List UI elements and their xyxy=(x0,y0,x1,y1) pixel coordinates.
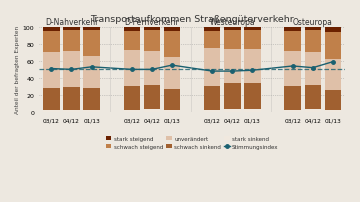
Bar xyxy=(284,86,301,110)
Bar xyxy=(244,31,261,49)
Bar xyxy=(325,60,341,90)
Bar xyxy=(224,84,240,109)
Bar xyxy=(144,85,160,109)
Bar xyxy=(43,32,59,53)
Bar xyxy=(284,32,301,52)
Bar xyxy=(63,88,80,110)
Bar xyxy=(43,53,59,89)
Bar xyxy=(305,53,321,85)
Bar xyxy=(144,31,160,51)
Bar xyxy=(305,31,321,53)
Bar xyxy=(164,90,180,111)
Bar xyxy=(83,89,100,111)
Bar xyxy=(325,33,341,60)
Bar xyxy=(164,27,180,32)
Bar xyxy=(164,111,180,113)
Bar xyxy=(244,49,261,84)
Bar xyxy=(305,27,321,31)
Text: Westeuropa: Westeuropa xyxy=(210,18,255,27)
Bar xyxy=(164,32,180,57)
Bar xyxy=(63,27,80,31)
Bar xyxy=(63,110,80,113)
Legend: stark steigend, schwach steigend, unverändert, schwach sinkend, stark sinkend, S: stark steigend, schwach steigend, unverä… xyxy=(104,134,281,152)
Bar xyxy=(123,110,140,113)
Text: D-Fernverkehr: D-Fernverkehr xyxy=(125,18,179,27)
Bar xyxy=(284,27,301,32)
Bar xyxy=(284,110,301,113)
Bar xyxy=(123,50,140,86)
Bar xyxy=(83,27,100,31)
Bar xyxy=(325,111,341,113)
Bar xyxy=(43,110,59,113)
Bar xyxy=(204,110,220,113)
Bar xyxy=(204,32,220,49)
Bar xyxy=(144,51,160,85)
Bar xyxy=(204,49,220,86)
Bar xyxy=(224,31,240,49)
Bar xyxy=(244,109,261,113)
Bar xyxy=(164,57,180,90)
Bar xyxy=(224,49,240,84)
Bar xyxy=(204,27,220,32)
Bar xyxy=(204,86,220,110)
Bar xyxy=(123,32,140,50)
Bar xyxy=(83,56,100,89)
Bar xyxy=(43,27,59,32)
Bar xyxy=(123,86,140,110)
Bar xyxy=(63,31,80,52)
Bar xyxy=(305,109,321,113)
Bar xyxy=(144,27,160,31)
Bar xyxy=(43,89,59,110)
Text: D-Nahverkehr: D-Nahverkehr xyxy=(45,18,98,27)
Bar xyxy=(244,84,261,109)
Bar xyxy=(325,90,341,111)
Bar xyxy=(144,109,160,113)
Bar xyxy=(244,27,261,31)
Bar xyxy=(123,27,140,32)
Bar xyxy=(224,27,240,31)
Bar xyxy=(224,109,240,113)
Bar xyxy=(325,27,341,33)
Text: Osteuropa: Osteuropa xyxy=(293,18,333,27)
Title: Transportaufkommen Straßengüterverkehr: Transportaufkommen Straßengüterverkehr xyxy=(90,15,294,24)
Bar xyxy=(83,111,100,113)
Bar xyxy=(284,52,301,86)
Bar xyxy=(63,52,80,88)
Y-axis label: Anteil der befragten Experten: Anteil der befragten Experten xyxy=(15,26,20,114)
Bar xyxy=(305,85,321,109)
Bar xyxy=(83,31,100,56)
